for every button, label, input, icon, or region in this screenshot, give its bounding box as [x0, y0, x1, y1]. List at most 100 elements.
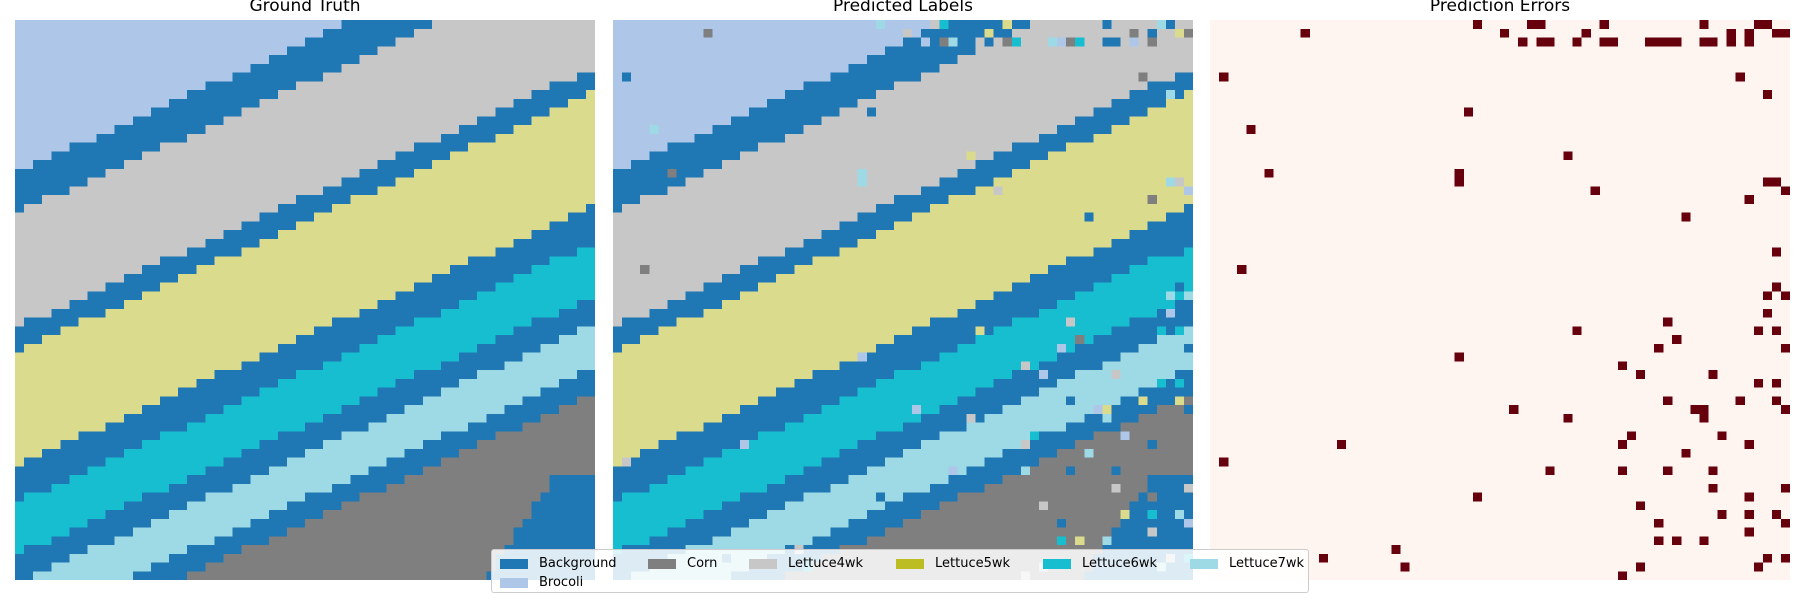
- ground-truth-cell: [341, 431, 442, 441]
- ground-truth-cell: [531, 230, 595, 239]
- ground-truth-cell: [305, 37, 396, 47]
- predicted-cell: [758, 431, 876, 441]
- ground-truth-cell: [123, 501, 188, 511]
- predicted-cell: [1165, 378, 1176, 388]
- predicted-cell: [830, 527, 886, 537]
- predicted-cell: [622, 492, 741, 502]
- ground-truth-cell: [205, 413, 324, 423]
- ground-truth-cell: [15, 527, 70, 537]
- ground-truth-cell: [132, 527, 233, 537]
- ground-truth-cell: [123, 273, 179, 283]
- ground-truth-cell: [377, 300, 460, 309]
- prediction-errors-map: [1210, 20, 1790, 580]
- ground-truth-cell: [15, 466, 88, 476]
- error-pixel: [1581, 28, 1591, 38]
- error-pixel: [1780, 483, 1790, 493]
- predicted-cell: [821, 116, 1076, 126]
- predicted-cell: [721, 448, 840, 458]
- ground-truth-cell: [413, 142, 469, 152]
- predicted-cell: [1075, 536, 1085, 546]
- predicted-cell: [1011, 168, 1193, 178]
- ground-truth-cell: [15, 571, 34, 580]
- ground-truth-cell: [69, 553, 170, 563]
- ground-truth-cell: [404, 448, 460, 458]
- predicted-cell: [721, 160, 976, 169]
- ground-truth-cell: [214, 256, 469, 266]
- ground-truth-cell: [160, 396, 242, 406]
- ground-truth-cell: [368, 422, 469, 432]
- predicted-cell: [803, 413, 922, 423]
- predicted-cell: [739, 440, 750, 449]
- predicted-cell: [785, 133, 1040, 143]
- predicted-cell: [1174, 20, 1193, 29]
- predicted-cell: [884, 457, 985, 467]
- error-pixel: [1617, 440, 1628, 449]
- error-pixel: [1699, 405, 1709, 414]
- predicted-cell: [866, 466, 949, 476]
- predicted-cell: [1165, 90, 1176, 99]
- predicted-cell: [1075, 466, 1112, 476]
- predicted-cell: [721, 501, 786, 511]
- legend-label-background: Background: [539, 556, 617, 571]
- ground-truth-cell: [495, 282, 595, 292]
- error-pixel: [1762, 308, 1773, 318]
- legend: Background Corn Lettuce4wk Lettuce5wk Le…: [491, 549, 1309, 593]
- predicted-cell: [703, 422, 786, 432]
- predicted-cell: [613, 448, 641, 458]
- predicted-cell: [1038, 457, 1193, 467]
- predicted-cell: [1020, 37, 1049, 47]
- ground-truth-cell: [332, 483, 387, 493]
- ground-truth-cell: [15, 431, 79, 441]
- error-pixel: [1617, 361, 1628, 371]
- predicted-cell: [1111, 466, 1121, 476]
- predicted-cell: [812, 256, 1067, 266]
- predicted-cell: [957, 466, 967, 476]
- error-pixel: [1246, 125, 1256, 134]
- legend-swatch-lettuce5wk: [896, 559, 924, 569]
- error-pixel: [1744, 440, 1754, 449]
- predicted-cell: [1147, 396, 1176, 406]
- ground-truth-cell: [223, 553, 496, 563]
- predicted-cell: [776, 387, 858, 397]
- ground-truth-cell: [15, 221, 242, 231]
- ground-truth-cell: [268, 55, 360, 64]
- ground-truth-cell: [450, 265, 532, 274]
- predicted-cell: [875, 107, 1094, 117]
- legend-label-corn: Corn: [687, 556, 718, 571]
- predicted-cell: [1174, 90, 1185, 99]
- predicted-cell: [993, 177, 1166, 187]
- predicted-cell: [739, 265, 795, 274]
- error-pixel: [1744, 28, 1754, 38]
- predicted-cell: [613, 125, 650, 134]
- ground-truth-cell: [422, 440, 478, 449]
- predicted-cell: [1183, 378, 1193, 388]
- predicted-cell: [821, 230, 876, 239]
- predicted-cell: [1120, 431, 1130, 441]
- ground-truth-cell: [96, 133, 188, 143]
- error-pixel: [1771, 282, 1782, 292]
- predicted-cell: [903, 28, 913, 38]
- predicted-cell: [1147, 195, 1157, 204]
- ground-truth-cell: [205, 238, 260, 248]
- ground-truth-cell: [513, 536, 595, 546]
- predicted-cell: [613, 195, 641, 204]
- ground-truth-cell: [323, 413, 387, 423]
- predicted-cell: [957, 308, 1040, 318]
- predicted-cell: [975, 186, 994, 196]
- predicted-cell: [875, 343, 958, 353]
- ground-truth-cell: [540, 492, 595, 502]
- predicted-cell: [694, 133, 786, 143]
- ground-truth-cell: [459, 378, 559, 388]
- predicted-cell: [658, 326, 913, 336]
- predicted-cell: [649, 265, 741, 274]
- ground-truth-cell: [341, 63, 595, 73]
- predicted-cell: [730, 527, 831, 537]
- predicted-cell: [640, 448, 722, 458]
- predicted-cell: [930, 317, 1012, 327]
- error-pixel: [1780, 553, 1790, 563]
- ground-truth-cell: [205, 492, 306, 502]
- predicted-cell: [1075, 116, 1130, 126]
- ground-truth-cell: [24, 317, 79, 327]
- predicted-cell: [993, 326, 1112, 336]
- predicted-cell: [1129, 90, 1166, 99]
